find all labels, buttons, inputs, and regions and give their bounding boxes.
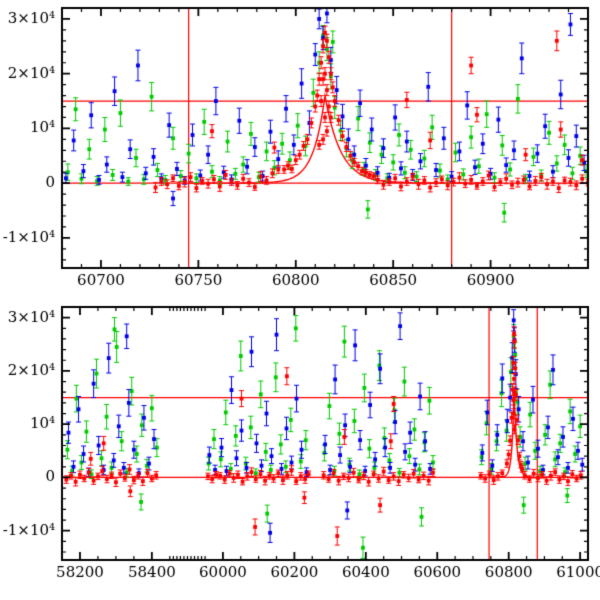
bottom-panel [0,295,600,600]
top-panel [0,0,600,295]
long-term-chart-canvas [0,295,600,600]
flare-zoom-chart-canvas [0,0,600,295]
